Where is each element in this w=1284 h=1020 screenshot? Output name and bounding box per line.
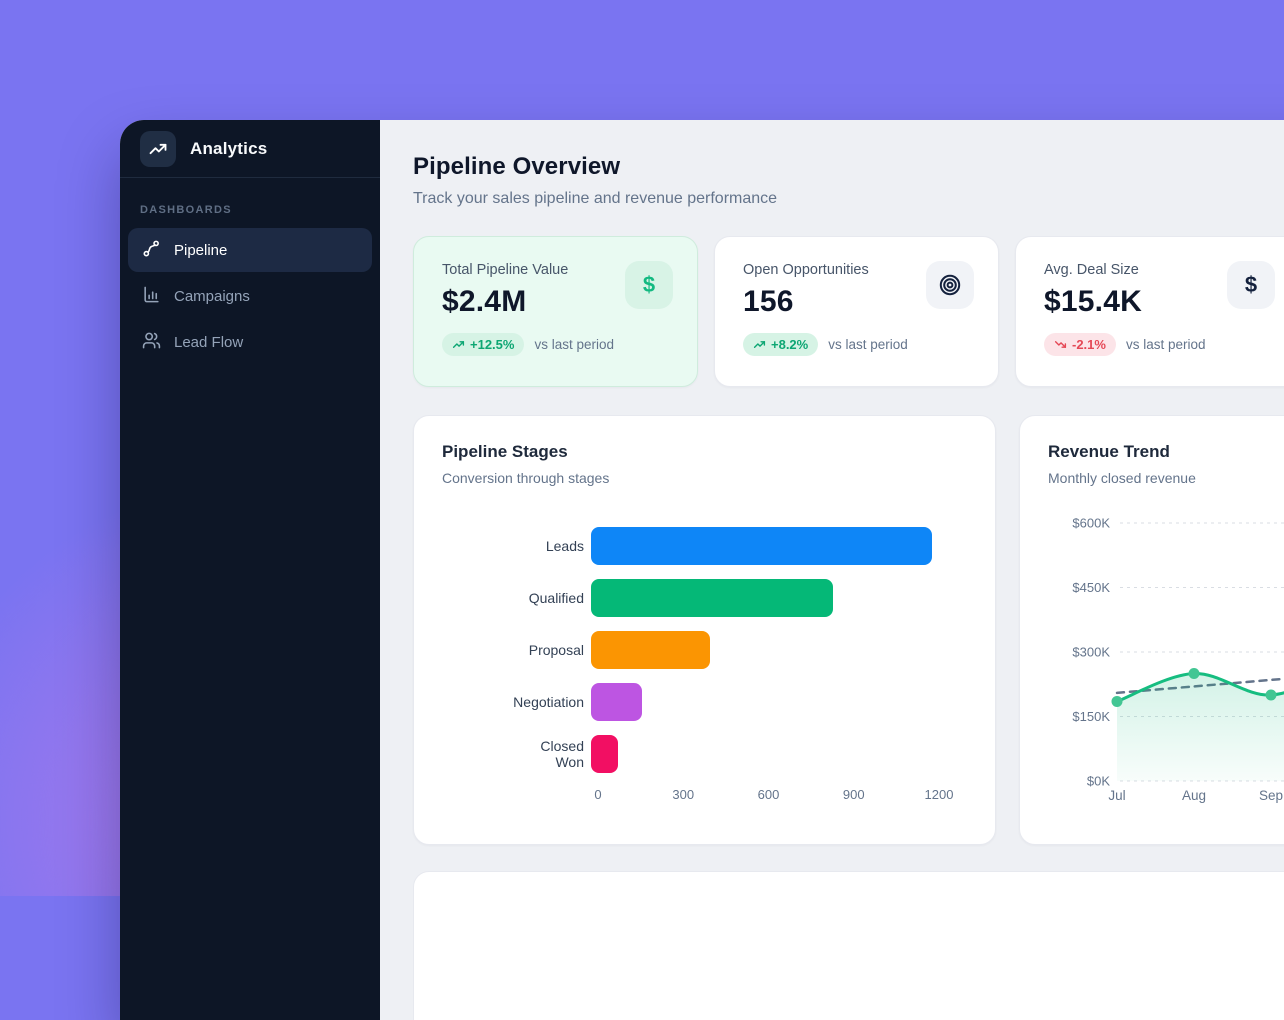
x-tick-label: Jul: [1108, 788, 1125, 803]
chart-subtitle: Conversion through stages: [442, 470, 610, 486]
chart-title: Pipeline Stages: [442, 442, 568, 461]
bar-row: Leads: [442, 527, 967, 565]
data-point[interactable]: [1111, 695, 1123, 707]
kpi-compare-text: vs last period: [1125, 337, 1206, 352]
revenue-area-fill: [1117, 673, 1284, 781]
sidebar-item-label: Pipeline: [174, 241, 228, 259]
bar-row: Negotiation: [442, 683, 967, 721]
app-window: Analytics DASHBOARDS Pipeline: [120, 120, 1284, 1020]
kpi-value: $15.4K: [1044, 285, 1142, 318]
sidebar-item-label: Campaigns: [174, 287, 250, 305]
trending-down-icon: [1054, 341, 1067, 348]
charts-row: Pipeline Stages Conversion through stage…: [413, 415, 1284, 845]
kpi-row: Total Pipeline Value $2.4M +12.5% vs las…: [413, 236, 1284, 387]
bar-category-label: Qualified: [528, 589, 584, 606]
y-tick-label: $150K: [1072, 709, 1110, 724]
bar-category-label: Closed Won: [540, 737, 584, 770]
kpi-compare-text: vs last period: [828, 337, 908, 352]
bar-leads[interactable]: [591, 527, 932, 565]
chart-title: Revenue Trend: [1048, 442, 1170, 461]
nav-section-label: DASHBOARDS: [140, 204, 232, 216]
dollar-icon: $: [625, 261, 673, 309]
main-content: Pipeline Overview Track your sales pipel…: [380, 120, 1284, 1020]
chart-subtitle: Monthly closed revenue: [1048, 470, 1196, 486]
data-point[interactable]: [1188, 668, 1200, 679]
brand-title: Analytics: [190, 138, 268, 158]
target-icon: [926, 261, 974, 309]
kpi-value: $2.4M: [442, 285, 527, 318]
bar-category-label: Leads: [545, 537, 584, 554]
trending-up-icon: [452, 341, 465, 348]
brand-header: Analytics: [120, 120, 380, 178]
bar-qualified[interactable]: [591, 579, 833, 617]
page-subtitle: Track your sales pipeline and revenue pe…: [413, 190, 778, 207]
y-tick-label: $450K: [1072, 580, 1110, 595]
kpi-card-open-opportunities[interactable]: Open Opportunities 156 +8.2% vs last per…: [714, 236, 999, 387]
sidebar-item-pipeline[interactable]: Pipeline: [128, 228, 372, 272]
bar-x-axis: 0 300 600 900 1200: [594, 787, 953, 807]
users-icon: [142, 331, 161, 354]
page-title: Pipeline Overview: [413, 153, 621, 180]
bar-negotiation[interactable]: [591, 683, 642, 721]
sidebar-item-lead-flow[interactable]: Lead Flow: [128, 320, 372, 364]
x-tick-label: 300: [672, 787, 695, 802]
analytics-logo-icon: [140, 130, 176, 167]
bar-closed-won[interactable]: [591, 735, 618, 773]
sidebar-nav: Pipeline Campaigns: [120, 228, 380, 364]
trending-up-icon: [753, 341, 766, 348]
x-tick-label: 1200: [924, 787, 954, 802]
y-tick-label: $300K: [1072, 645, 1110, 660]
revenue-trend-card: Revenue Trend Monthly closed revenue $60…: [1019, 415, 1284, 845]
kpi-compare-text: vs last period: [534, 337, 614, 352]
x-tick-label: 600: [757, 787, 780, 802]
dollar-icon: $: [1227, 261, 1275, 309]
sidebar-item-label: Lead Flow: [174, 333, 244, 351]
route-icon: [142, 239, 161, 262]
data-point[interactable]: [1265, 689, 1277, 701]
kpi-card-avg-deal-size[interactable]: Avg. Deal Size $15.4K -2.1% vs last peri…: [1015, 236, 1284, 387]
x-tick-label: Sep: [1259, 788, 1283, 803]
bar-chart-icon: [142, 285, 161, 308]
kpi-label: Open Opportunities: [743, 262, 869, 278]
kpi-value: 156: [743, 285, 794, 318]
pipeline-stages-card: Pipeline Stages Conversion through stage…: [413, 415, 996, 845]
y-tick-label: $0K: [1087, 774, 1110, 789]
bar-row: Closed Won: [442, 735, 967, 773]
kpi-label: Total Pipeline Value: [442, 262, 569, 278]
bar-proposal[interactable]: [591, 631, 710, 669]
x-tick-label: 0: [594, 787, 602, 802]
kpi-card-total-pipeline-value[interactable]: Total Pipeline Value $2.4M +12.5% vs las…: [413, 236, 698, 387]
bar-category-label: Negotiation: [513, 693, 584, 710]
sidebar: Analytics DASHBOARDS Pipeline: [120, 120, 380, 1020]
x-tick-label: Aug: [1182, 788, 1206, 803]
delta-badge: -2.1%: [1044, 333, 1116, 356]
kpi-label: Avg. Deal Size: [1044, 262, 1139, 278]
pipeline-stages-bar-chart: Leads Qualified Proposal Negotiation Closed …: [442, 527, 967, 807]
sidebar-item-campaigns[interactable]: Campaigns: [128, 274, 372, 318]
y-tick-label: $600K: [1072, 516, 1110, 531]
bar-row: Proposal: [442, 631, 967, 669]
delta-badge: +12.5%: [442, 333, 525, 356]
x-tick-label: 900: [842, 787, 865, 802]
bar-category-label: Proposal: [528, 641, 584, 658]
revenue-line: [1115, 671, 1284, 703]
bottom-card-partial: [413, 871, 1284, 1020]
bar-row: Qualified: [442, 579, 967, 617]
delta-badge: +8.2%: [743, 333, 819, 356]
